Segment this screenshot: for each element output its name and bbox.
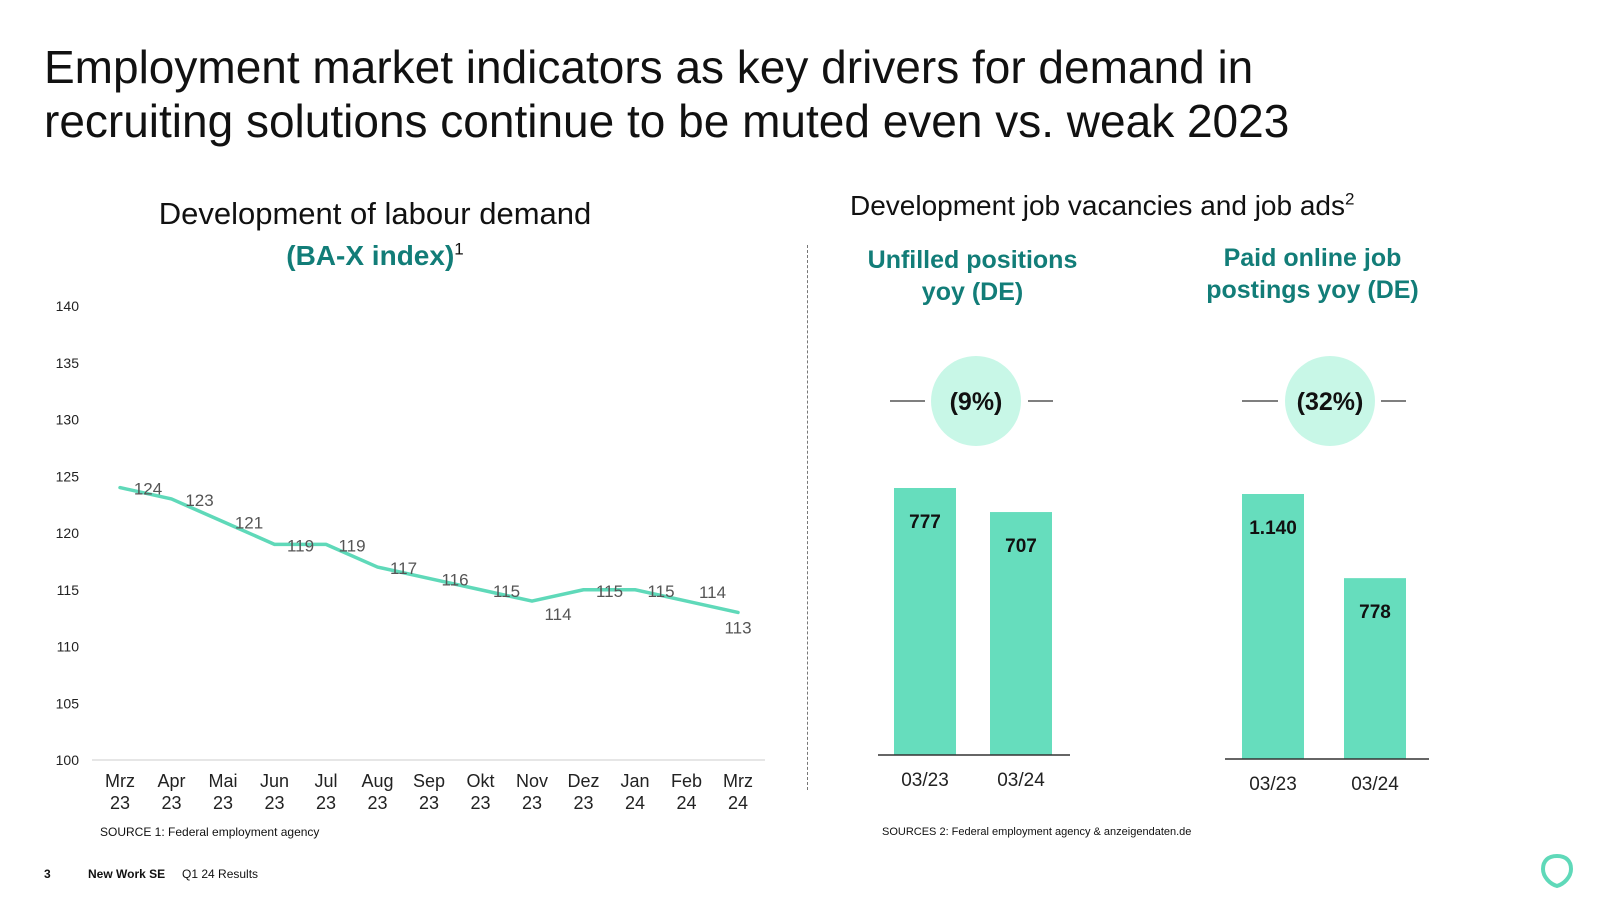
y-axis: 100 105 110 115 120 125 130 135 140 bbox=[56, 298, 80, 768]
x-tick-label-month: Jun bbox=[260, 771, 289, 791]
data-label: 115 bbox=[596, 582, 623, 601]
data-label: 124 bbox=[134, 480, 162, 499]
data-label: 119 bbox=[287, 536, 314, 555]
data-label: 119 bbox=[338, 536, 365, 555]
x-tick-label-month: Jul bbox=[314, 771, 337, 791]
unfilled-positions-title-line-1: Unfilled positions bbox=[867, 246, 1078, 274]
data-label: 117 bbox=[390, 559, 417, 578]
change-label: (9%) bbox=[950, 388, 1003, 416]
x-tick-label-year: 23 bbox=[419, 793, 439, 813]
x-tick-label-year: 23 bbox=[213, 793, 233, 813]
data-label: 116 bbox=[441, 570, 468, 589]
footnote-mark-2: 2 bbox=[1344, 189, 1355, 209]
x-axis: Mrz23Apr23Mai23Jun23Jul23Aug23Sep23Okt23… bbox=[105, 771, 753, 813]
x-tick-label-year: 23 bbox=[470, 793, 490, 813]
line-chart-source: SOURCE 1: Federal employment agency bbox=[100, 825, 320, 839]
y-tick-label: 130 bbox=[56, 412, 80, 428]
bar bbox=[990, 512, 1052, 755]
x-tick-label-month: Okt bbox=[466, 771, 494, 791]
bar bbox=[1344, 578, 1406, 759]
x-tick-label-month: Jan bbox=[620, 771, 649, 791]
bar-value-label: 707 bbox=[1005, 536, 1037, 557]
data-label: 114 bbox=[699, 583, 726, 602]
y-tick-label: 105 bbox=[56, 695, 80, 711]
x-tick-label-month: Mrz bbox=[723, 771, 753, 791]
bar bbox=[1242, 494, 1304, 759]
job-postings-title-line-2: postings yoy (DE) bbox=[1206, 276, 1419, 304]
bar-value-label: 777 bbox=[909, 512, 941, 533]
data-label: 123 bbox=[185, 491, 213, 510]
x-tick-label-year: 23 bbox=[316, 793, 336, 813]
x-tick-label-year: 23 bbox=[573, 793, 593, 813]
x-tick-label-month: Apr bbox=[157, 771, 185, 791]
bar bbox=[894, 488, 956, 755]
y-tick-label: 100 bbox=[56, 752, 80, 768]
bar-category-label: 03/23 bbox=[901, 770, 949, 791]
labour-demand-line bbox=[118, 485, 740, 615]
line-chart-subtitle: (BA-X index)1 bbox=[60, 240, 690, 272]
change-bubble bbox=[1285, 356, 1375, 446]
bar-category-label: 03/23 bbox=[1249, 774, 1297, 795]
data-label: 115 bbox=[493, 582, 520, 601]
footnote-mark-1: 1 bbox=[454, 239, 464, 259]
report-name: Q1 24 Results bbox=[182, 867, 259, 881]
x-tick-label-year: 23 bbox=[522, 793, 542, 813]
y-tick-label: 120 bbox=[56, 525, 80, 541]
x-tick-label-month: Nov bbox=[516, 771, 548, 791]
page-number: 3 bbox=[44, 867, 51, 881]
data-labels: 124 123 121 119 119 117 116 115 114 115 115 114 113 bbox=[134, 480, 752, 638]
x-tick-label-year: 23 bbox=[110, 793, 130, 813]
y-tick-label: 125 bbox=[56, 468, 80, 484]
line-chart-title: Development of labour demand bbox=[158, 196, 592, 231]
bars: 1.140 03/23 778 03/24 bbox=[1242, 494, 1406, 795]
slide-title-line-1: Employment market indicators as key driv… bbox=[44, 41, 1254, 93]
x-tick-label-month: Aug bbox=[361, 771, 393, 791]
data-label: 115 bbox=[647, 582, 674, 601]
x-tick-label-year: 23 bbox=[367, 793, 387, 813]
line-chart: 100 105 110 115 120 125 130 135 140 124 123 121 119… bbox=[56, 298, 765, 813]
x-tick-label-month: Sep bbox=[413, 771, 445, 791]
job-postings-title-line-1: Paid online job bbox=[1223, 244, 1402, 272]
x-tick-label-year: 24 bbox=[676, 793, 696, 813]
job-postings-chart: (32%) 1.140 03/23 778 03/24 bbox=[1225, 356, 1429, 795]
change-label: (32%) bbox=[1297, 388, 1364, 416]
data-label: 114 bbox=[544, 605, 571, 624]
y-tick-label: 140 bbox=[56, 298, 80, 314]
job-postings-title: Paid online job postings yoy (DE) bbox=[1160, 242, 1465, 306]
data-label: 113 bbox=[724, 618, 751, 637]
y-tick-label: 115 bbox=[57, 582, 80, 598]
x-tick-label-year: 23 bbox=[161, 793, 181, 813]
bars: 777 03/23 707 03/24 bbox=[894, 488, 1052, 791]
x-tick-label-month: Mrz bbox=[105, 771, 135, 791]
unfilled-positions-title-line-2: yoy (DE) bbox=[921, 278, 1024, 306]
x-tick-label-year: 24 bbox=[728, 793, 748, 813]
x-tick-label-month: Feb bbox=[671, 771, 702, 791]
data-label: 121 bbox=[235, 514, 263, 533]
unfilled-positions-chart: (9%) 777 03/23 707 03/24 bbox=[878, 356, 1070, 791]
slide-title: Employment market indicators as key driv… bbox=[44, 40, 1544, 148]
company-name: New Work SE bbox=[88, 867, 166, 881]
unfilled-positions-title: Unfilled positions yoy (DE) bbox=[820, 244, 1125, 308]
slide-title-line-2: recruiting solutions continue to be mute… bbox=[44, 95, 1290, 147]
change-bubble bbox=[931, 356, 1021, 446]
bar-charts-source: SOURCES 2: Federal employment agency & a… bbox=[882, 826, 1192, 838]
line-chart-subtitle-text: (BA-X index) bbox=[286, 240, 455, 271]
x-tick-label-month: Dez bbox=[567, 771, 599, 791]
company-logo-icon bbox=[1540, 853, 1574, 888]
bar-category-label: 03/24 bbox=[1351, 774, 1399, 795]
x-tick-label-year: 23 bbox=[264, 793, 284, 813]
bar-charts-title-text: Development job vacancies and job ads bbox=[850, 190, 1345, 221]
y-tick-label: 135 bbox=[56, 355, 80, 371]
bar-value-label: 778 bbox=[1359, 602, 1391, 623]
bar-value-label: 1.140 bbox=[1249, 518, 1297, 539]
bar-charts-title: Development job vacancies and job ads2 bbox=[850, 190, 1470, 222]
y-tick-label: 110 bbox=[57, 639, 80, 655]
bar-category-label: 03/24 bbox=[997, 770, 1045, 791]
x-tick-label-year: 24 bbox=[625, 793, 645, 813]
x-tick-label-month: Mai bbox=[208, 771, 237, 791]
panel-divider bbox=[807, 245, 808, 790]
